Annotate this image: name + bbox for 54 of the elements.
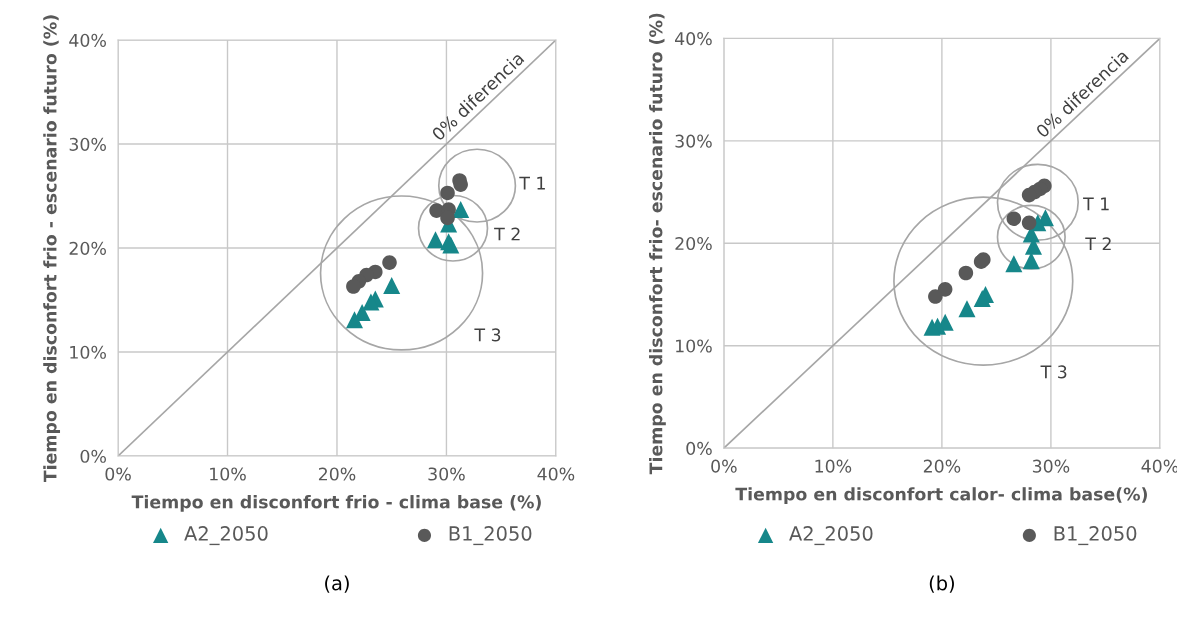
point <box>452 201 470 219</box>
annotation: T 1 <box>1083 197 1109 211</box>
legend-label: B1_2050 <box>1054 526 1137 546</box>
y-tick-label: 20% <box>675 236 712 251</box>
text: (a) <box>325 575 349 593</box>
point <box>383 276 401 294</box>
x-axis-title: Tiempo en disconfort frio - clima base (%) <box>131 495 541 512</box>
legend-label: A2_2050 <box>184 526 268 546</box>
point <box>345 311 363 329</box>
annotation: T 3 <box>1040 365 1067 379</box>
y-tick-label: 10% <box>70 345 106 359</box>
annotation: T 2 <box>1085 237 1111 251</box>
x-tick-label: 0% <box>105 467 131 481</box>
annotation: T 3 <box>474 328 501 342</box>
legend-label: B1_2050 <box>449 526 532 546</box>
point <box>958 300 976 318</box>
annotation: T 1 <box>519 176 545 190</box>
x-tick-label: 20% <box>318 467 356 481</box>
x-tick-label: 20% <box>923 459 961 473</box>
y-tick-label: 20% <box>69 241 106 255</box>
point <box>1006 211 1022 226</box>
point <box>1005 255 1023 273</box>
y-tick-label: 40% <box>675 32 712 46</box>
y-tick-label: 30% <box>69 137 106 151</box>
y-axis-title: Tiempo en disconfort frio- escenario futuro (%) <box>649 13 666 475</box>
point <box>1021 215 1037 231</box>
x-axis-title: Tiempo en disconfort calor- clima base(%) <box>735 487 1147 504</box>
y-tick-label: 0% <box>80 449 106 463</box>
text: (b) <box>929 575 954 593</box>
x-tick-label: 10% <box>210 467 246 481</box>
point <box>440 185 455 201</box>
point <box>937 282 953 297</box>
x-tick-label: 0% <box>711 459 737 473</box>
x-tick-label: 40% <box>537 467 575 481</box>
y-tick-label: 0% <box>686 441 712 455</box>
x-tick-label: 30% <box>428 467 465 481</box>
point <box>382 255 397 270</box>
point <box>426 231 444 249</box>
point <box>346 279 361 294</box>
y-tick-label: 10% <box>676 339 712 353</box>
y-axis-title: Tiempo en disconfort frio - escenario futuro (%) <box>43 15 61 483</box>
x-tick-label: 10% <box>815 459 852 473</box>
point <box>362 293 380 311</box>
legend-label: A2_2050 <box>789 526 873 546</box>
point <box>1021 187 1037 203</box>
point <box>1022 252 1040 270</box>
y-tick-label: 40% <box>69 33 106 47</box>
x-tick-label: 30% <box>1032 459 1070 473</box>
point <box>973 290 991 308</box>
annotation: T 2 <box>494 227 520 241</box>
point <box>958 265 974 281</box>
y-tick-label: 30% <box>675 134 712 148</box>
point <box>928 289 943 304</box>
point <box>923 318 941 336</box>
